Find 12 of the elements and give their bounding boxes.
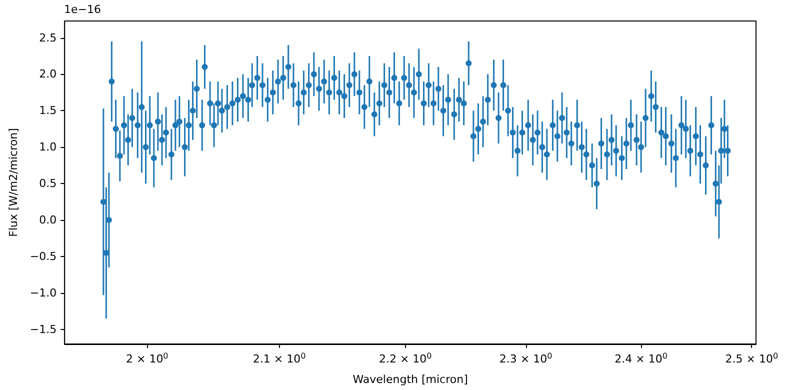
y-axis-title: Flux [W/m2/micron] (7, 128, 20, 237)
y-tick-label: −1.0 (30, 286, 57, 300)
x-axis-title: Wavelength [micron] (352, 373, 468, 386)
y-tick-label: 1.5 (39, 104, 57, 118)
y-tick-label: 2.0 (39, 68, 57, 81)
y-tick-label: 2.5 (39, 31, 57, 44)
y-tick-label: 0.0 (39, 214, 57, 227)
text: 1e−16 (64, 3, 101, 16)
y-tick-label: −1.5 (30, 322, 57, 336)
y-tick-label: −0.5 (30, 250, 57, 264)
y-tick-label: 1.0 (39, 140, 57, 154)
y-tick-label: 0.5 (39, 177, 57, 190)
